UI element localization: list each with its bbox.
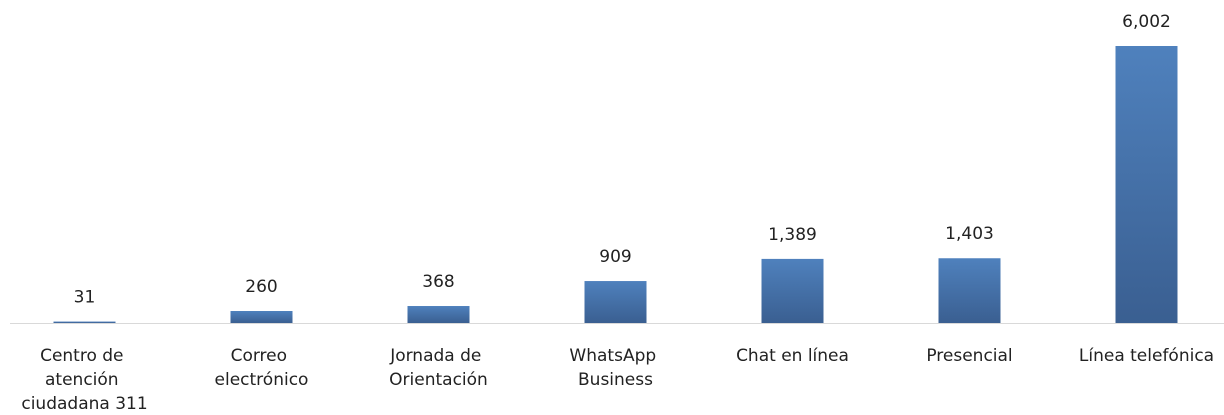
value-label: 6,002 bbox=[1122, 12, 1171, 32]
value-label: 1,389 bbox=[768, 225, 817, 245]
bar bbox=[938, 258, 1001, 323]
x-tick-label: WhatsApp Business bbox=[569, 346, 661, 390]
label-line: atención bbox=[45, 370, 124, 390]
label-line: Business bbox=[578, 370, 653, 390]
bar bbox=[407, 306, 470, 323]
label-line: ciudadana 311 bbox=[21, 394, 147, 414]
bar bbox=[1115, 46, 1178, 323]
x-tick-label: Centro de atención ciudadana 311 bbox=[21, 346, 147, 414]
value-label: 31 bbox=[74, 288, 96, 308]
value-label: 909 bbox=[599, 247, 631, 267]
x-tick-label: Correo electrónico bbox=[215, 346, 309, 390]
bar bbox=[230, 311, 293, 323]
label-line: Centro de bbox=[40, 346, 129, 366]
label-line: Correo bbox=[231, 346, 293, 366]
label-line: Jornada de bbox=[389, 346, 487, 366]
bar bbox=[761, 258, 824, 323]
value-label: 368 bbox=[422, 272, 454, 292]
bar bbox=[53, 321, 116, 323]
label-line: WhatsApp bbox=[569, 346, 661, 366]
bar bbox=[584, 281, 647, 323]
label-line: electrónico bbox=[215, 370, 309, 390]
value-label: 260 bbox=[245, 277, 277, 297]
x-tick-label: Presencial bbox=[926, 346, 1012, 366]
label-line: Chat en línea bbox=[736, 346, 849, 366]
x-tick-label: Línea telefónica bbox=[1079, 346, 1214, 366]
value-label: 1,403 bbox=[945, 224, 994, 244]
x-tick-label: Jornada de Orientación bbox=[389, 346, 488, 390]
label-line: Presencial bbox=[926, 346, 1012, 366]
label-line: Orientación bbox=[389, 370, 488, 390]
label-line: Línea telefónica bbox=[1079, 346, 1214, 366]
x-tick-label: Chat en línea bbox=[736, 346, 849, 366]
